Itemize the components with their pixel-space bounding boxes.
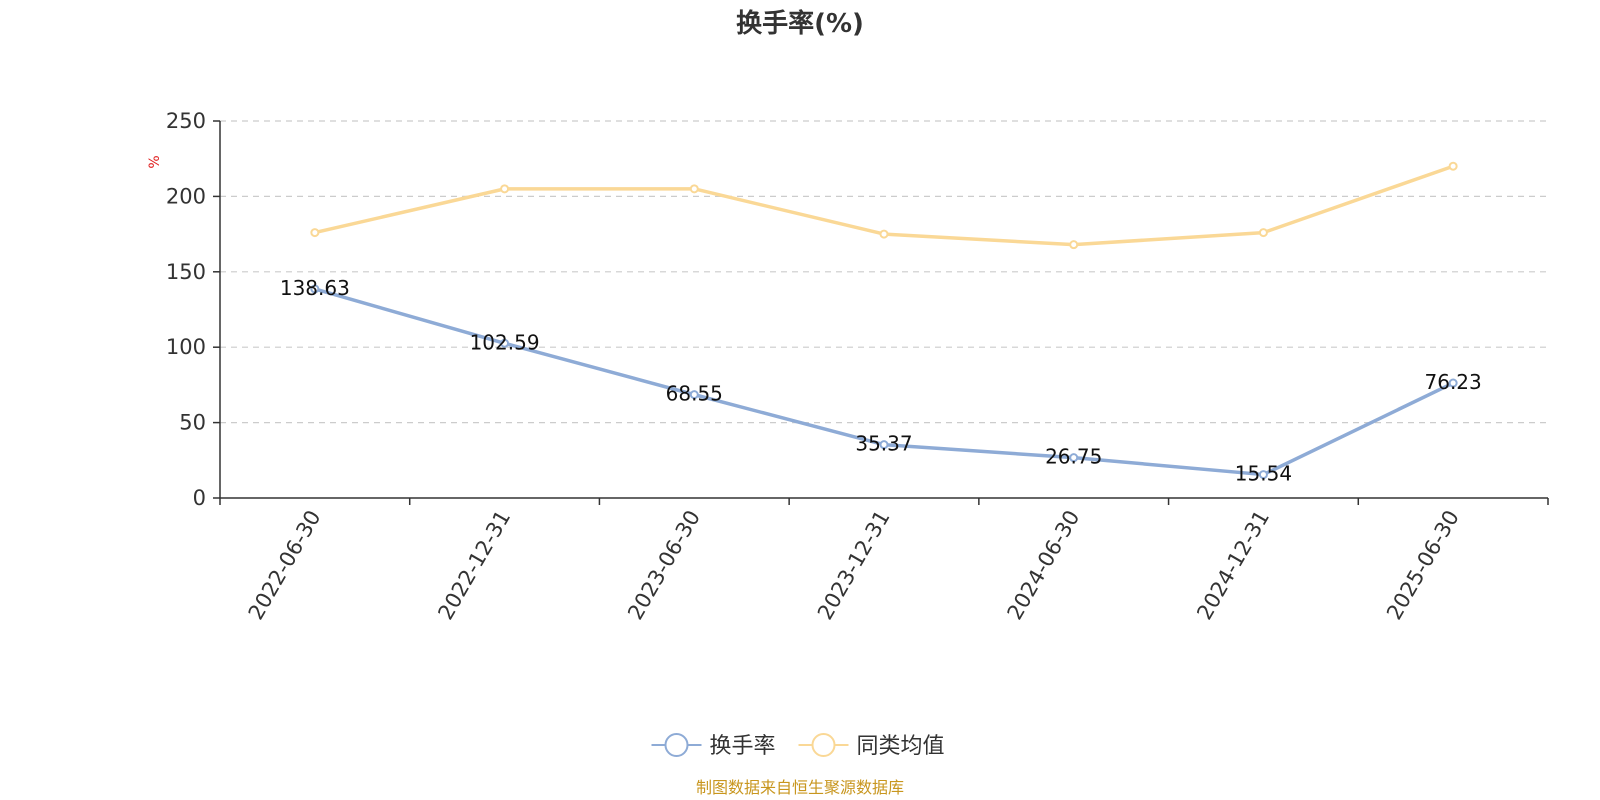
- data-label: 76.23: [1425, 370, 1482, 394]
- data-labels: 138.63 102.59 68.55 35.37 26.75 15.54 76.23: [280, 276, 1482, 486]
- data-point: [1448, 161, 1458, 171]
- legend-item: 换手率: [651, 733, 776, 759]
- x-tick-label: 2022-12-31: [433, 506, 515, 624]
- data-point: [310, 228, 320, 238]
- y-tick-label: 250: [166, 109, 206, 133]
- data-point: [1258, 470, 1268, 480]
- y-tick-label: 0: [193, 486, 206, 510]
- data-point: [500, 338, 510, 348]
- source-note: 制图数据来自恒生聚源数据库: [696, 778, 904, 797]
- data-point: [1448, 378, 1458, 388]
- data-label: 26.75: [1045, 445, 1102, 469]
- axes: 0 50 100 150 200 250 2022-06-30 2022-12-31 2023-…: [166, 109, 1549, 624]
- x-tick-label: 2023-06-30: [623, 506, 705, 624]
- legend-label: 同类均值: [857, 734, 945, 759]
- data-point: [1069, 453, 1079, 463]
- series-lines: [310, 161, 1458, 480]
- data-point: [689, 390, 699, 400]
- data-point: [1069, 240, 1079, 250]
- y-tick-label: 150: [166, 260, 206, 284]
- x-tick-label: 2022-06-30: [244, 506, 326, 624]
- data-point: [1258, 228, 1268, 238]
- data-label: 68.55: [666, 382, 723, 406]
- data-label: 138.63: [280, 276, 350, 300]
- data-point: [310, 284, 320, 294]
- data-label: 35.37: [855, 432, 912, 456]
- legend-item: 同类均值: [798, 733, 945, 759]
- legend-marker: [664, 733, 689, 757]
- gridlines: [220, 120, 1548, 424]
- y-tick-label: 200: [166, 184, 206, 208]
- data-label: 102.59: [470, 330, 540, 354]
- x-tick-label: 2023-12-31: [813, 506, 895, 624]
- y-tick-label: 100: [166, 335, 206, 359]
- legend-label: 换手率: [710, 734, 776, 759]
- x-tick-label: 2024-12-31: [1192, 506, 1274, 624]
- data-point: [689, 184, 699, 194]
- y-tick-label: 50: [179, 411, 206, 435]
- legend-marker: [811, 733, 836, 757]
- data-point: [879, 440, 889, 450]
- x-tick-label: 2025-06-30: [1382, 506, 1464, 624]
- data-point: [879, 229, 889, 239]
- chart-title: 换手率(%): [736, 8, 864, 39]
- y-axis-unit-label: %: [147, 155, 163, 168]
- data-label: 15.54: [1235, 462, 1292, 486]
- x-tick-label: 2024-06-30: [1003, 506, 1085, 624]
- data-point: [500, 184, 510, 194]
- legend: 换手率 同类均值: [651, 733, 945, 759]
